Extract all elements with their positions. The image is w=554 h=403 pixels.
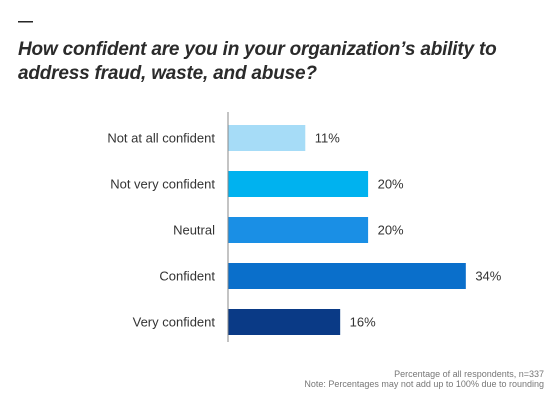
data-label: 20%: [378, 177, 404, 192]
chart-footnotes: Percentage of all respondents, n=337 Not…: [304, 369, 544, 389]
chart-title: How confident are you in your organizati…: [18, 39, 497, 84]
bar: [228, 263, 466, 289]
category-label: Very confident: [133, 315, 216, 330]
bar: [228, 309, 341, 335]
data-label: 16%: [350, 315, 376, 330]
respondents-note: Percentage of all respondents, n=337: [394, 369, 544, 379]
category-label: Not at all confident: [107, 131, 215, 146]
category-label: Neutral: [173, 223, 215, 238]
rounding-note: Note: Percentages may not add up to 100%…: [304, 379, 544, 389]
category-label: Confident: [159, 269, 215, 284]
bar: [228, 125, 306, 151]
data-label: 34%: [475, 269, 501, 284]
data-label: 20%: [378, 223, 404, 238]
bar: [228, 217, 369, 243]
category-label: Not very confident: [110, 177, 215, 192]
data-label: 11%: [315, 131, 340, 146]
bar: [228, 171, 369, 197]
title-accent-dash: —: [18, 13, 33, 30]
